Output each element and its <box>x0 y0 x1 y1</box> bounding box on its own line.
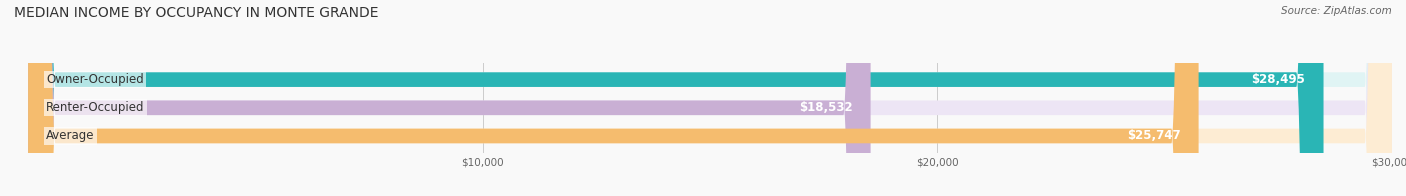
FancyBboxPatch shape <box>28 0 1392 196</box>
FancyBboxPatch shape <box>28 0 870 196</box>
Text: $28,495: $28,495 <box>1251 73 1305 86</box>
FancyBboxPatch shape <box>28 0 1323 196</box>
Text: Average: Average <box>46 130 94 142</box>
Text: Renter-Occupied: Renter-Occupied <box>46 101 145 114</box>
Text: Source: ZipAtlas.com: Source: ZipAtlas.com <box>1281 6 1392 16</box>
Text: $25,747: $25,747 <box>1126 130 1181 142</box>
Text: $18,532: $18,532 <box>799 101 852 114</box>
FancyBboxPatch shape <box>28 0 1392 196</box>
Text: Owner-Occupied: Owner-Occupied <box>46 73 143 86</box>
FancyBboxPatch shape <box>28 0 1198 196</box>
Text: MEDIAN INCOME BY OCCUPANCY IN MONTE GRANDE: MEDIAN INCOME BY OCCUPANCY IN MONTE GRAN… <box>14 6 378 20</box>
FancyBboxPatch shape <box>28 0 1392 196</box>
